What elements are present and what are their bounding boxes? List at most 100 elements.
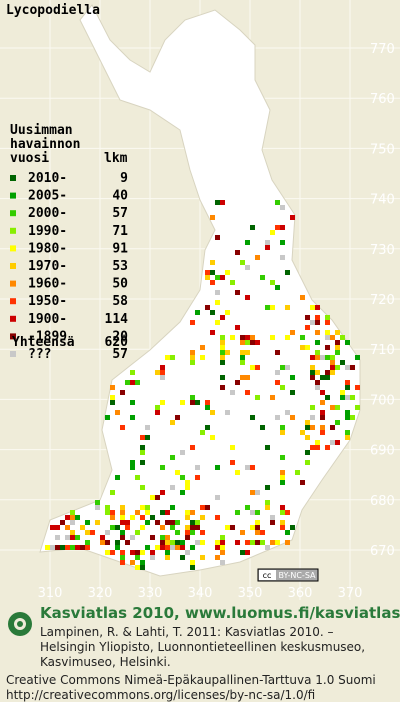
square: [195, 520, 200, 525]
square: [165, 555, 170, 560]
square: [220, 360, 225, 365]
legend-swatch: [10, 351, 16, 357]
square: [105, 540, 110, 545]
square: [160, 465, 165, 470]
square: [350, 365, 355, 370]
square: [110, 525, 115, 530]
square: [200, 505, 205, 510]
legend-label: 1950-: [28, 294, 67, 309]
legend-label: -1899: [28, 329, 67, 344]
square: [245, 295, 250, 300]
square: [330, 355, 335, 360]
square: [280, 430, 285, 435]
square: [240, 340, 245, 345]
square: [260, 530, 265, 535]
square: [315, 320, 320, 325]
legend-label: 2005-: [28, 189, 67, 204]
square: [70, 515, 75, 520]
square: [320, 415, 325, 420]
square: [75, 515, 80, 520]
legend-total: 620: [105, 335, 129, 350]
square: [250, 540, 255, 545]
square: [315, 350, 320, 355]
square: [175, 530, 180, 535]
square: [245, 340, 250, 345]
square: [355, 385, 360, 390]
square: [70, 535, 75, 540]
square: [285, 270, 290, 275]
square: [195, 475, 200, 480]
square: [310, 375, 315, 380]
square: [140, 450, 145, 455]
square: [70, 545, 75, 550]
square: [120, 510, 125, 515]
square: [170, 520, 175, 525]
square: [120, 560, 125, 565]
square: [140, 505, 145, 510]
square: [220, 540, 225, 545]
license-line: http://creativecommons.org/licenses/by-n…: [6, 688, 315, 702]
square: [305, 435, 310, 440]
square: [175, 540, 180, 545]
square: [210, 330, 215, 335]
square: [335, 350, 340, 355]
legend-label: 1900-: [28, 312, 67, 327]
square: [90, 530, 95, 535]
square: [320, 355, 325, 360]
square: [275, 285, 280, 290]
square: [335, 440, 340, 445]
square: [190, 525, 195, 530]
square: [340, 335, 345, 340]
square: [280, 510, 285, 515]
square: [300, 295, 305, 300]
legend-count: 58: [112, 294, 128, 309]
square: [105, 530, 110, 535]
square: [170, 545, 175, 550]
square: [230, 525, 235, 530]
square: [215, 300, 220, 305]
square: [190, 560, 195, 565]
square: [55, 535, 60, 540]
square: [320, 425, 325, 430]
square: [335, 405, 340, 410]
square: [215, 235, 220, 240]
square: [225, 350, 230, 355]
square: [265, 500, 270, 505]
square: [245, 540, 250, 545]
square: [190, 545, 195, 550]
citation-line: Helsingin Yliopisto, Luonnontieteellinen…: [40, 640, 365, 654]
legend-count-header: lkm: [104, 151, 128, 166]
square: [185, 510, 190, 515]
square: [215, 555, 220, 560]
square: [215, 465, 220, 470]
square: [185, 535, 190, 540]
square: [190, 400, 195, 405]
square: [185, 480, 190, 485]
square: [175, 545, 180, 550]
square: [285, 305, 290, 310]
square: [285, 510, 290, 515]
square: [230, 390, 235, 395]
square: [130, 380, 135, 385]
square: [220, 550, 225, 555]
square: [70, 510, 75, 515]
square: [200, 555, 205, 560]
square: [60, 520, 65, 525]
square: [230, 460, 235, 465]
square: [175, 415, 180, 420]
northing-label: 730: [370, 243, 395, 258]
square: [310, 425, 315, 430]
legend-swatch: [10, 210, 16, 217]
square: [230, 335, 235, 340]
square: [160, 540, 165, 545]
square: [220, 345, 225, 350]
square: [255, 490, 260, 495]
square: [280, 205, 285, 210]
square: [290, 215, 295, 220]
square: [155, 495, 160, 500]
northing-label: 740: [370, 193, 395, 208]
square: [290, 415, 295, 420]
square: [135, 565, 140, 570]
square: [240, 530, 245, 535]
square: [125, 380, 130, 385]
